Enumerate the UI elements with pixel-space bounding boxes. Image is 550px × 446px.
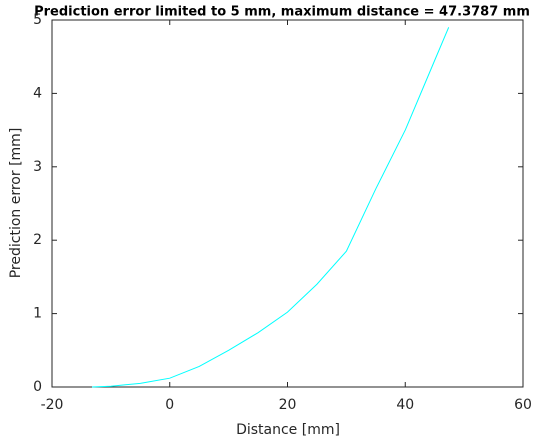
x-tick-label: -20 (41, 397, 64, 413)
x-axis-label: Distance [mm] (236, 422, 340, 438)
x-tick-label: 20 (279, 397, 297, 413)
y-tick-label: 4 (33, 85, 42, 101)
plot-frame (51, 19, 524, 388)
x-tick-label: 40 (396, 397, 414, 413)
data-line (92, 27, 450, 388)
y-tick-label: 5 (33, 12, 42, 28)
y-tick-label: 0 (33, 379, 42, 395)
x-tick-label: 0 (165, 397, 174, 413)
y-tick-label: 3 (33, 159, 42, 175)
x-tick-label: 60 (514, 397, 532, 413)
chart-title: Prediction error limited to 5 mm, maximu… (34, 5, 530, 20)
y-axis-label: Prediction error [mm] (8, 128, 24, 279)
y-tick-label: 1 (33, 306, 42, 322)
y-tick-label: 2 (33, 232, 42, 248)
